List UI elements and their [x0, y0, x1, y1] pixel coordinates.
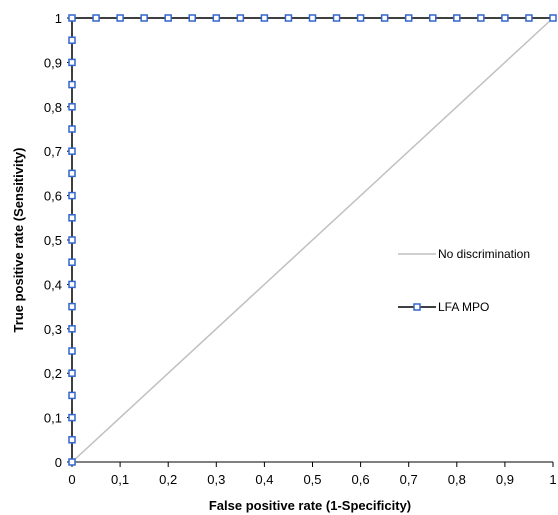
series-layer: [68, 14, 557, 466]
lfa-mpo-point: [68, 302, 76, 311]
lfa-mpo-point: [68, 147, 76, 155]
y-tick-label: 0,8: [44, 100, 62, 115]
x-tick-label: 0,4: [255, 472, 273, 487]
y-tick-label: 0,5: [44, 233, 62, 248]
y-axis-title: True positive rate (Sensitivity): [11, 148, 26, 333]
x-tick-label: 1: [549, 472, 556, 487]
lfa-mpo-point: [68, 191, 76, 200]
lfa-mpo-point: [453, 14, 461, 22]
legend-marker-lfa-mpo: [413, 303, 421, 311]
x-tick-label: 0,5: [303, 472, 321, 487]
lfa-mpo-point: [116, 14, 124, 22]
lfa-mpo-point: [68, 369, 76, 377]
y-tick-label: 0,7: [44, 144, 62, 159]
lfa-mpo-point: [429, 14, 437, 22]
lfa-mpo-point: [188, 14, 196, 22]
y-tick-label: 0,9: [44, 55, 62, 70]
legend-label-no-discrimination: No discrimination: [438, 247, 530, 261]
lfa-mpo-point: [356, 14, 365, 22]
y-tick-label: 1: [55, 11, 62, 26]
y-tick-label: 0,6: [44, 189, 62, 204]
lfa-mpo-point: [68, 214, 76, 222]
lfa-mpo-point: [140, 14, 148, 22]
x-tick-label: 0,8: [448, 472, 466, 487]
lfa-mpo-point: [68, 58, 76, 67]
lfa-mpo-point: [332, 14, 341, 22]
lfa-mpo-point: [68, 280, 76, 289]
y-tick-label: 0: [55, 455, 62, 470]
x-tick-label: 0: [68, 472, 75, 487]
x-axis: 0 0,1 0,2 0,3 0,4 0,5 0,6 0,7 0,8 0,9 1: [68, 461, 557, 487]
x-tick-label: 0,1: [111, 472, 129, 487]
lfa-mpo-point: [501, 14, 509, 22]
series-line-no-discrimination: [71, 17, 554, 463]
x-axis-title: False positive rate (1-Specificity): [209, 498, 411, 513]
lfa-mpo-point: [68, 413, 76, 422]
legend-label-lfa-mpo: LFA MPO: [438, 300, 489, 314]
y-tick-label: 0,4: [44, 277, 62, 292]
lfa-mpo-point: [92, 14, 100, 22]
lfa-mpo-point: [260, 14, 269, 22]
lfa-mpo-point: [236, 14, 245, 22]
lfa-mpo-point: [68, 347, 76, 355]
lfa-mpo-point: [68, 458, 76, 466]
x-tick-label: 0,2: [159, 472, 177, 487]
lfa-mpo-point: [477, 14, 485, 22]
lfa-mpo-point: [68, 325, 76, 333]
lfa-mpo-point: [68, 258, 76, 266]
lfa-mpo-point: [68, 391, 76, 400]
lfa-mpo-point: [68, 169, 76, 178]
y-tick-label: 0,3: [44, 322, 62, 337]
lfa-mpo-point: [549, 14, 557, 22]
lfa-mpo-point: [380, 14, 389, 22]
lfa-mpo-point: [68, 36, 76, 44]
x-tick-label: 0,6: [352, 472, 370, 487]
lfa-mpo-point: [284, 14, 293, 22]
lfa-mpo-point: [164, 14, 172, 22]
lfa-mpo-point: [525, 14, 533, 22]
x-tick-label: 0,9: [496, 472, 514, 487]
x-tick-label: 0,3: [207, 472, 225, 487]
lfa-mpo-point: [68, 125, 76, 133]
lfa-mpo-point: [68, 14, 76, 22]
x-tick-label: 0,7: [400, 472, 418, 487]
lfa-mpo-point: [308, 14, 317, 22]
lfa-mpo-point: [68, 80, 76, 89]
lfa-mpo-point: [68, 236, 76, 244]
lfa-mpo-point: [68, 103, 76, 111]
lfa-mpo-point: [212, 14, 221, 22]
y-tick-label: 0,1: [44, 411, 62, 426]
legend: No discrimination LFA MPO: [398, 247, 530, 314]
y-tick-label: 0,2: [44, 366, 62, 381]
lfa-mpo-point: [404, 14, 413, 22]
y-axis: 0 0,1 0,2 0,3 0,4 0,5 0,6 0,7 0,8 0,9 1: [44, 11, 73, 470]
lfa-mpo-point: [68, 436, 76, 444]
